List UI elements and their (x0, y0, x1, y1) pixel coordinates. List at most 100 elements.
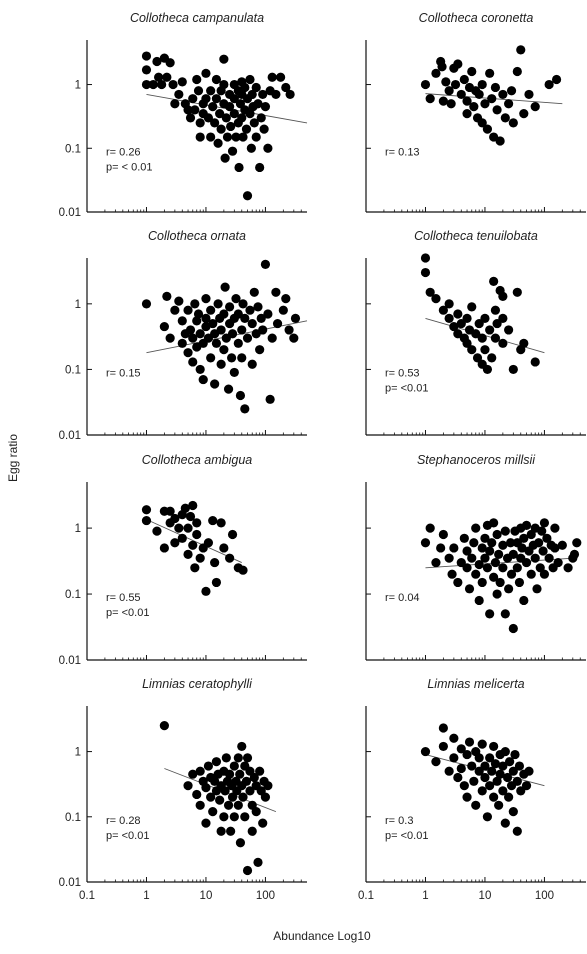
data-point (211, 74, 222, 85)
data-point (201, 313, 211, 323)
data-point (225, 102, 235, 112)
data-point (162, 72, 172, 82)
data-point (188, 769, 198, 779)
data-point (208, 807, 218, 817)
data-point (220, 282, 230, 292)
data-point (235, 390, 246, 401)
data-point (190, 299, 200, 309)
data-point (213, 138, 223, 148)
data-point (247, 318, 257, 329)
data-point (238, 792, 248, 802)
data-point (165, 506, 175, 516)
data-point (271, 287, 281, 297)
data-point (216, 325, 226, 335)
data-point (260, 102, 271, 112)
panel-title: Collotheca ornata (148, 229, 246, 243)
data-point (241, 124, 252, 134)
y-tick-label: 0.1 (65, 143, 81, 155)
data-point (477, 118, 487, 128)
data-point (206, 792, 216, 802)
data-point (550, 523, 560, 533)
data-point (201, 783, 211, 793)
data-point (508, 807, 518, 817)
data-point (498, 540, 508, 550)
data-point (193, 86, 204, 96)
data-point (462, 749, 472, 760)
data-point (247, 359, 257, 369)
data-point (242, 865, 253, 876)
data-point (467, 345, 477, 355)
data-point (519, 595, 529, 606)
data-point (162, 291, 172, 301)
data-point (188, 333, 198, 343)
data-point (267, 72, 277, 82)
data-point (159, 543, 169, 553)
data-point (480, 553, 490, 563)
data-point (278, 305, 288, 315)
data-point (183, 305, 193, 315)
stat-annotation: p= <0.01 (385, 382, 428, 394)
data-point (242, 753, 253, 763)
data-point (195, 800, 205, 810)
data-point (260, 792, 271, 802)
data-point (240, 404, 250, 414)
data-point (532, 584, 542, 594)
data-point (500, 746, 510, 757)
data-point (441, 77, 451, 87)
data-point (490, 305, 501, 315)
data-point (514, 761, 525, 771)
data-point (553, 557, 563, 568)
data-point (168, 79, 178, 90)
data-point (233, 309, 243, 319)
data-point (219, 543, 229, 553)
data-point (249, 118, 259, 128)
data-point (459, 781, 469, 791)
data-point (498, 89, 508, 100)
data-point (447, 569, 457, 579)
data-point (285, 89, 295, 100)
data-point (219, 79, 229, 90)
data-point (192, 789, 202, 800)
data-point (192, 529, 202, 540)
data-point (201, 818, 211, 828)
data-point (467, 66, 477, 77)
data-point (240, 313, 250, 323)
data-point (438, 741, 448, 752)
data-point (260, 259, 271, 269)
data-point (203, 761, 214, 771)
panel-title: Limnias ceratophylli (142, 677, 253, 691)
data-point (183, 781, 193, 791)
stat-annotation: p= < 0.01 (106, 161, 153, 173)
data-point (500, 818, 510, 828)
data-point (190, 105, 200, 115)
data-point (195, 118, 205, 128)
data-point (480, 772, 490, 783)
data-point (420, 538, 431, 548)
data-point (477, 786, 487, 796)
data-point (225, 553, 235, 563)
data-point (238, 132, 248, 142)
data-point (504, 99, 514, 109)
data-point (229, 761, 239, 771)
y-tick-label: 0.01 (59, 207, 81, 219)
data-point (141, 515, 152, 526)
data-point (263, 143, 273, 153)
data-point (472, 353, 483, 363)
data-point (489, 792, 499, 802)
data-point (467, 761, 477, 771)
data-point (240, 82, 250, 93)
data-point (471, 523, 481, 533)
data-point (219, 345, 229, 355)
data-point (227, 529, 238, 540)
data-point (456, 744, 466, 754)
data-point (506, 86, 517, 96)
data-point (485, 609, 495, 619)
data-point (489, 276, 499, 286)
data-point (487, 766, 497, 776)
x-tick-label: 100 (535, 890, 554, 902)
data-point (505, 757, 515, 767)
data-point (504, 792, 514, 802)
data-point (444, 313, 454, 323)
data-point (438, 96, 448, 106)
data-point (480, 533, 490, 543)
